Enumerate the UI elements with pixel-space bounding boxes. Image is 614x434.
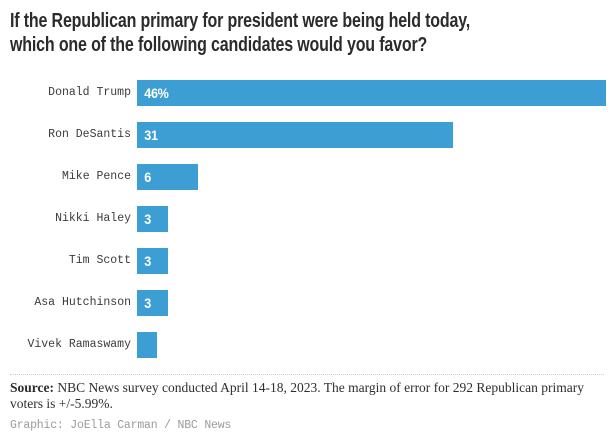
chart-title-line2: which one of the following candidates wo… — [10, 34, 428, 57]
bar-track — [137, 331, 606, 358]
bar-row: Mike Pence 6 — [10, 163, 606, 190]
bar-row: Ron DeSantis 31 — [10, 121, 606, 148]
bar-value-label: 31 — [144, 126, 158, 143]
graphic-credit: Graphic: JoElla Carman / NBC News — [10, 419, 232, 433]
bar-track: 3 — [137, 247, 606, 274]
bar: 3 — [137, 205, 168, 232]
candidate-label: Asa Hutchinson — [34, 296, 131, 310]
bar-value-label: 3 — [144, 252, 151, 269]
source-note: Source: NBC News survey conducted April … — [10, 380, 604, 412]
bar: 3 — [137, 289, 168, 316]
candidate-label: Nikki Haley — [55, 212, 131, 226]
bar-track: 6 — [137, 163, 606, 190]
bar: 46% — [137, 79, 606, 106]
source-label: Source: — [10, 379, 54, 395]
bar-row: Vivek Ramaswamy — [10, 331, 606, 358]
bar-track: 3 — [137, 289, 606, 316]
bar: 31 — [137, 121, 454, 148]
source-line1: Source: NBC News survey conducted April … — [10, 380, 604, 396]
bar-row: Donald Trump 46% — [10, 79, 606, 106]
candidate-label: Ron DeSantis — [48, 128, 131, 142]
bar-row: Asa Hutchinson 3 — [10, 289, 606, 316]
bar-value-label: 46% — [144, 84, 169, 101]
bar-track: 3 — [137, 205, 606, 232]
bar — [137, 331, 158, 358]
chart-title: If the Republican primary for president … — [10, 9, 606, 58]
bar: 3 — [137, 247, 168, 274]
source-text: NBC News survey conducted April 14-18, 2… — [54, 379, 585, 395]
bar: 6 — [137, 163, 199, 190]
bar-value-label: 3 — [144, 294, 151, 311]
bar-value-label: 3 — [144, 210, 151, 227]
chart-footer: Source: NBC News survey conducted April … — [10, 373, 604, 433]
bar-track: 46% — [137, 79, 606, 106]
bar-track: 31 — [137, 121, 606, 148]
candidate-label: Mike Pence — [61, 170, 131, 184]
candidate-label: Donald Trump — [48, 86, 131, 100]
source-line2: voters is +/-5.99%. — [10, 395, 113, 411]
bar-row: Nikki Haley 3 — [10, 205, 606, 232]
candidate-label: Tim Scott — [68, 254, 131, 268]
bar-value-label: 6 — [144, 168, 151, 185]
bar-row: Tim Scott 3 — [10, 247, 606, 274]
bar-chart: Donald Trump 46% Ron DeSantis 31 Mike Pence 6… — [10, 79, 606, 358]
chart-title-line1: If the Republican primary for president … — [10, 10, 471, 32]
candidate-label: Vivek Ramaswamy — [27, 338, 131, 352]
